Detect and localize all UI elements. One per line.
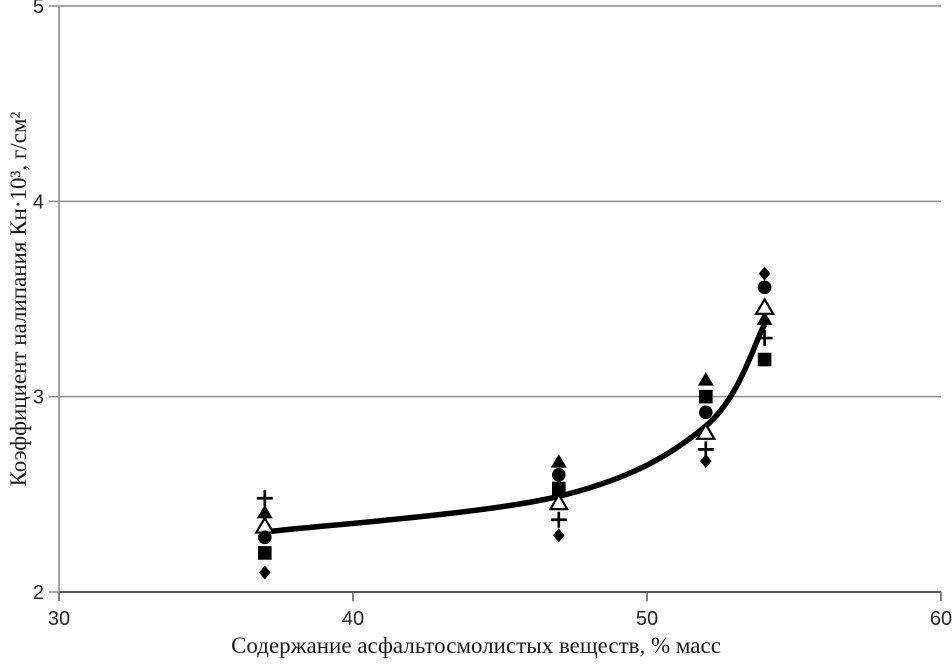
marker-open-triangle	[254, 515, 276, 534]
x-tick-label: 30	[48, 608, 70, 630]
marker-filled-diamond	[700, 454, 712, 469]
marker-filled-square	[699, 389, 713, 404]
y-axis-title: Коэффициент налипания Кн·10³, г/см²	[6, 111, 31, 487]
y-tick-label: 3	[33, 387, 44, 409]
marker-filled-diamond	[259, 565, 271, 580]
y-tick-label: 5	[33, 0, 44, 18]
x-tick-label: 40	[342, 608, 364, 630]
marker-filled-square	[757, 352, 772, 367]
marker-filled-circle	[552, 468, 566, 482]
x-axis-title: Содержание асфальтосмолистых веществ, % …	[231, 633, 721, 658]
marker-filled-circle	[757, 280, 772, 295]
trend-line	[270, 323, 768, 535]
marker-filled-diamond	[553, 528, 565, 543]
marker-filled-circle	[699, 405, 713, 420]
marker-filled-square	[552, 481, 566, 496]
marker-open-triangle	[548, 492, 570, 511]
marker-plus	[550, 511, 567, 528]
marker-filled-square	[258, 546, 272, 560]
x-tick-label: 60	[930, 608, 952, 630]
marker-plus	[756, 330, 773, 347]
marker-filled-triangle	[697, 372, 714, 386]
marker-plus	[256, 490, 273, 507]
marker-filled-triangle	[550, 454, 567, 468]
marker-open-triangle	[754, 297, 776, 315]
marker-filled-diamond	[758, 266, 771, 281]
marker-filled-triangle	[256, 504, 273, 519]
y-tick-label: 2	[33, 582, 44, 604]
y-tick-label: 4	[33, 191, 44, 213]
x-tick-label: 50	[636, 608, 658, 630]
marker-filled-circle	[258, 530, 272, 545]
marker-filled-triangle	[756, 311, 773, 326]
marker-open-triangle	[695, 422, 717, 440]
